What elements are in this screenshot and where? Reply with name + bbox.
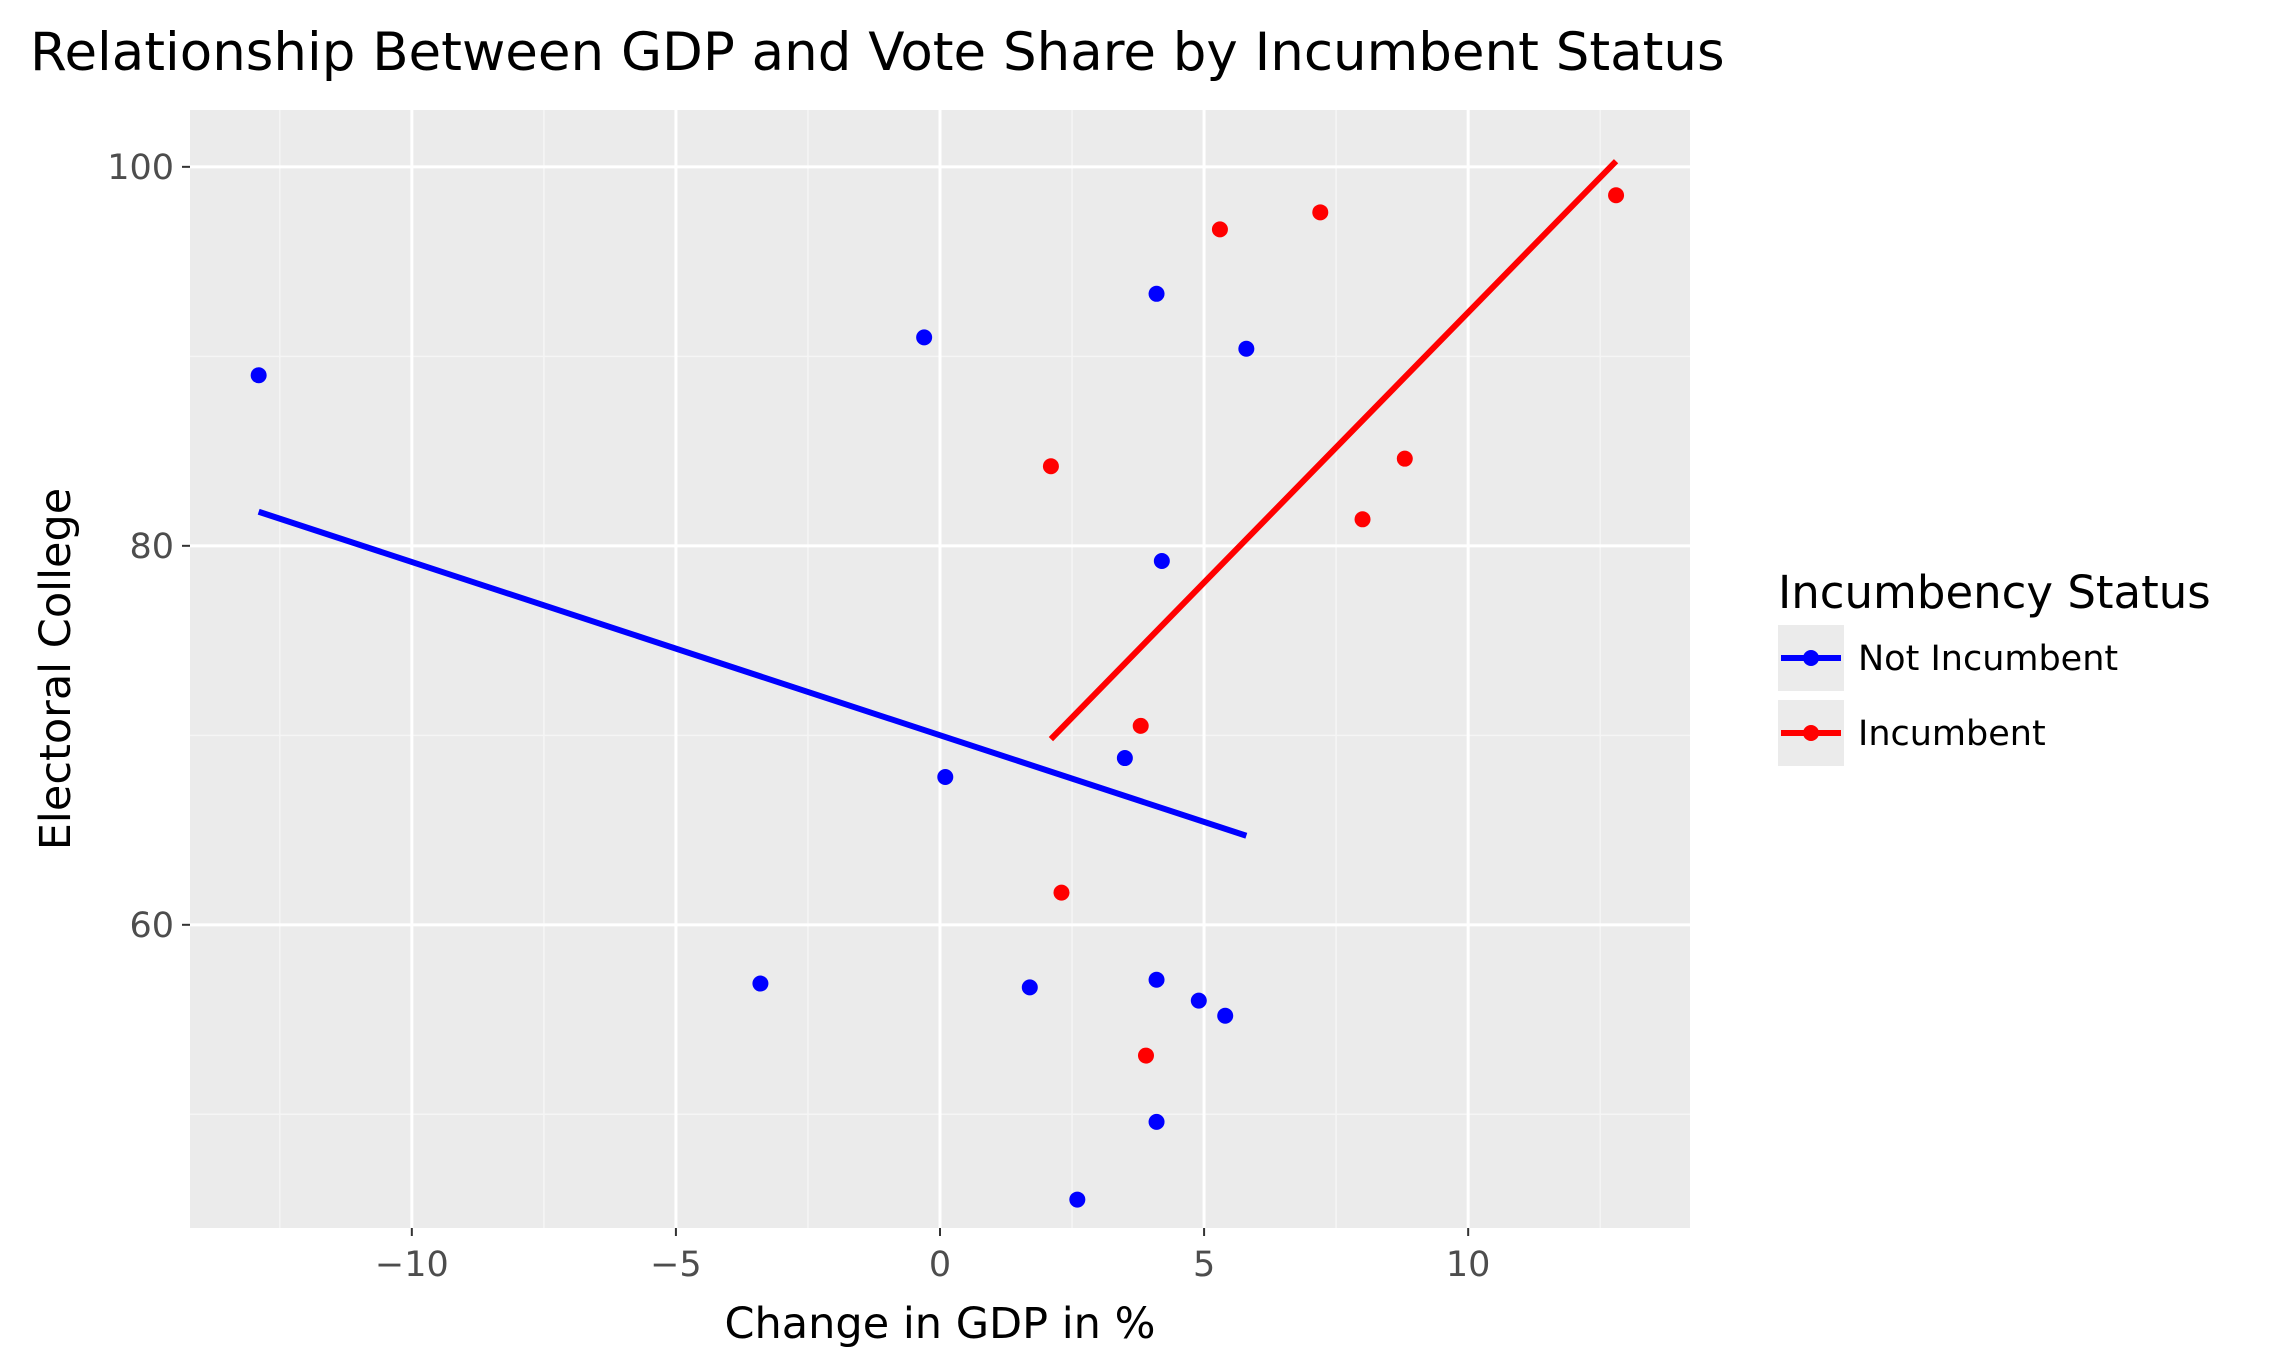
tick-labels: −10 −5 0 5 10 60 80 100 [107,148,1490,1285]
legend-item-incumbent: Incumbent [1778,700,2046,766]
chart-title: Relationship Between GDP and Vote Share … [30,22,1725,83]
legend-point-swatch [1803,650,1819,666]
data-points [250,187,1625,1208]
x-tick-label: −5 [650,1245,702,1285]
not-incumbent-point [937,769,954,786]
incumbent-point [1608,187,1625,204]
incumbent-point [1042,458,1059,475]
minor-gridlines [190,110,1690,1228]
incumbent-point [1396,450,1413,467]
incumbent-point [1137,1047,1154,1064]
not-incumbent-point [916,329,933,346]
not-incumbent-point [250,367,267,384]
legend-entries: Not Incumbent Incumbent [1778,625,2118,766]
not-incumbent-point [1116,750,1133,767]
not-incumbent-point [1069,1191,1086,1208]
not-incumbent-point [1021,979,1038,996]
x-axis-title: Change in GDP in % [725,1299,1156,1349]
y-tick-label: 80 [129,527,174,567]
legend-point-swatch [1803,725,1819,741]
incumbent-point [1132,717,1149,734]
not-incumbent-fit-line [257,508,1248,839]
not-incumbent-point [1148,285,1165,302]
legend-title: Incumbency Status [1778,566,2211,619]
x-tick-label: 10 [1446,1245,1491,1285]
y-axis-title: Electoral College [31,488,81,850]
not-incumbent-point [1148,971,1165,988]
not-incumbent-point [1190,992,1207,1009]
not-incumbent-point [1217,1007,1234,1024]
not-incumbent-point [752,975,769,992]
incumbent-point [1354,511,1371,528]
not-incumbent-point [1238,340,1255,357]
incumbent-fit-line [1048,159,1619,742]
y-tick-label: 60 [129,906,174,946]
fit-lines [257,159,1619,839]
major-gridlines [190,110,1690,1228]
x-tick-label: 5 [1193,1245,1215,1285]
legend-item-not-incumbent: Not Incumbent [1778,625,2118,691]
incumbent-point [1211,221,1228,238]
axis-ticks [182,165,1470,1236]
incumbent-point [1053,884,1070,901]
legend: Incumbency Status Not Incumbent Incumbent [1778,566,2211,766]
not-incumbent-point [1153,552,1170,569]
incumbent-point [1312,204,1329,221]
x-tick-label: 0 [929,1245,951,1285]
legend-label: Not Incumbent [1858,639,2118,679]
legend-label: Incumbent [1858,714,2046,754]
not-incumbent-point [1148,1113,1165,1130]
x-tick-label: −10 [375,1245,449,1285]
y-tick-label: 100 [107,148,174,188]
